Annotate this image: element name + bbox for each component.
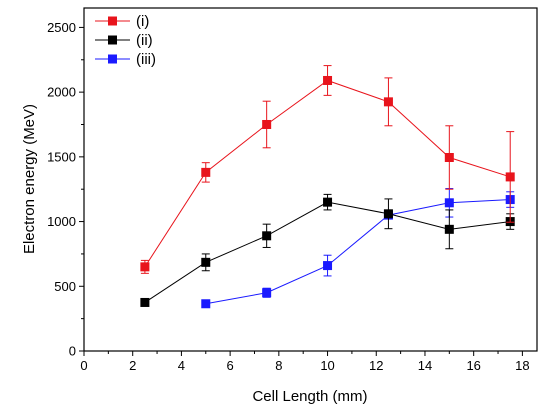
y-ticks: 0 500 1000 1500 2000 2500	[47, 20, 84, 359]
x-tick-label: 14	[418, 358, 432, 373]
x-tick-label: 4	[178, 358, 185, 373]
x-tick-label: 18	[515, 358, 529, 373]
data-point	[323, 197, 333, 207]
data-point	[262, 231, 272, 241]
series-2	[140, 193, 515, 307]
x-tick-label: 0	[80, 358, 87, 373]
legend-label: (iii)	[136, 51, 156, 68]
legend-marker	[108, 54, 117, 64]
data-point	[140, 262, 150, 272]
y-tick-label: 2500	[47, 20, 76, 35]
y-tick-label: 1500	[47, 149, 76, 164]
legend-marker	[108, 16, 117, 26]
data-point	[505, 172, 515, 182]
x-tick-label: 12	[369, 358, 383, 373]
x-tick-label: 6	[227, 358, 234, 373]
data-point	[201, 299, 211, 309]
x-tick-label: 10	[320, 358, 334, 373]
data-point	[201, 257, 211, 267]
legend-item: (ii)	[95, 32, 153, 49]
series-3	[201, 188, 515, 309]
data-point	[444, 198, 454, 208]
data-point	[383, 97, 393, 107]
axes	[83, 7, 538, 352]
series-line	[144, 79, 511, 268]
data-point	[323, 261, 333, 271]
data-point	[383, 209, 393, 219]
data-point	[444, 224, 454, 234]
legend-label: (ii)	[136, 32, 153, 49]
data-point	[444, 152, 454, 162]
data-point	[201, 167, 211, 177]
y-tick-label: 2000	[47, 85, 76, 100]
x-tick-label: 16	[466, 358, 480, 373]
x-tick-label: 8	[275, 358, 282, 373]
x-tick-label: 2	[129, 358, 136, 373]
legend-label: (i)	[136, 13, 149, 30]
series-1	[140, 65, 515, 274]
y-tick-label: 500	[54, 279, 76, 294]
data-point	[262, 119, 272, 129]
data-point	[323, 75, 333, 85]
legend: (i) (ii) (iii)	[95, 13, 156, 68]
series-line	[144, 201, 511, 303]
legend-item: (i)	[95, 13, 149, 30]
y-tick-label: 0	[69, 344, 76, 359]
plot-area	[140, 65, 515, 309]
y-tick-label: 1000	[47, 214, 76, 229]
legend-item: (iii)	[95, 51, 156, 68]
legend-marker	[108, 35, 117, 45]
series-line	[205, 199, 511, 305]
plot-frame	[83, 7, 538, 352]
data-point	[262, 288, 272, 298]
y-axis-label: Electron energy (MeV)	[21, 104, 38, 254]
x-ticks: 0 2 4 6 8 10 12 14 16 18	[80, 351, 530, 373]
x-axis-label: Cell Length (mm)	[252, 388, 367, 405]
data-point	[140, 297, 150, 307]
